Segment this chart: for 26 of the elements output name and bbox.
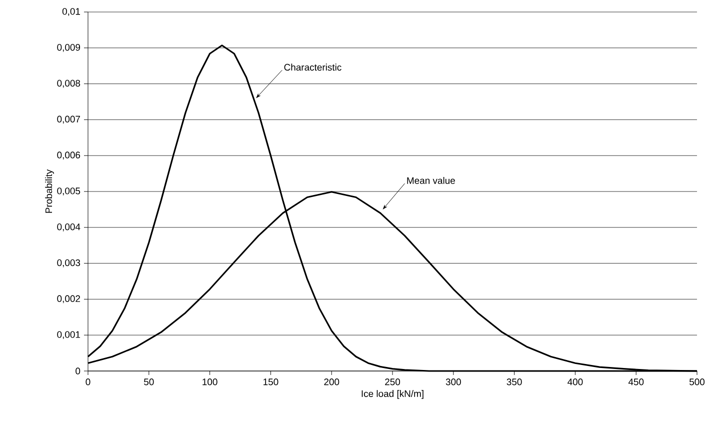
y-tick-label: 0,003: [57, 259, 80, 268]
y-tick-label: 0,007: [57, 116, 80, 124]
y-tick-label: 0,005: [57, 188, 80, 196]
x-tick-label: 450: [628, 378, 644, 386]
y-tick-label: 0: [76, 368, 80, 374]
x-tick-label: 150: [264, 378, 278, 386]
y-tick-label: 0,01: [62, 8, 80, 16]
x-tick-label: 300: [446, 378, 461, 386]
y-tick-label: 0,006: [57, 152, 80, 160]
x-tick-label: 250: [385, 378, 400, 386]
y-tick-label: 0,008: [57, 80, 80, 88]
x-tick-label: 200: [324, 378, 340, 386]
annotation: Mean value: [407, 176, 455, 184]
x-tick-label: 100: [202, 378, 218, 386]
y-tick-label: 0,009: [57, 44, 80, 52]
x-tick-label: 0: [86, 378, 90, 386]
x-tick-label: 50: [144, 378, 154, 386]
y-axis-title: Probability: [45, 169, 54, 213]
x-axis-title: Ice load [kN/m]: [362, 390, 424, 399]
y-tick-label: 0,001: [57, 331, 80, 340]
x-tick-label: 400: [568, 378, 583, 386]
y-tick-label: 0,002: [57, 295, 80, 304]
y-tick-label: 0,004: [57, 223, 80, 232]
x-tick-label: 350: [506, 378, 522, 386]
x-tick-label: 500: [689, 378, 705, 386]
annotation: Characteristic: [284, 64, 342, 71]
